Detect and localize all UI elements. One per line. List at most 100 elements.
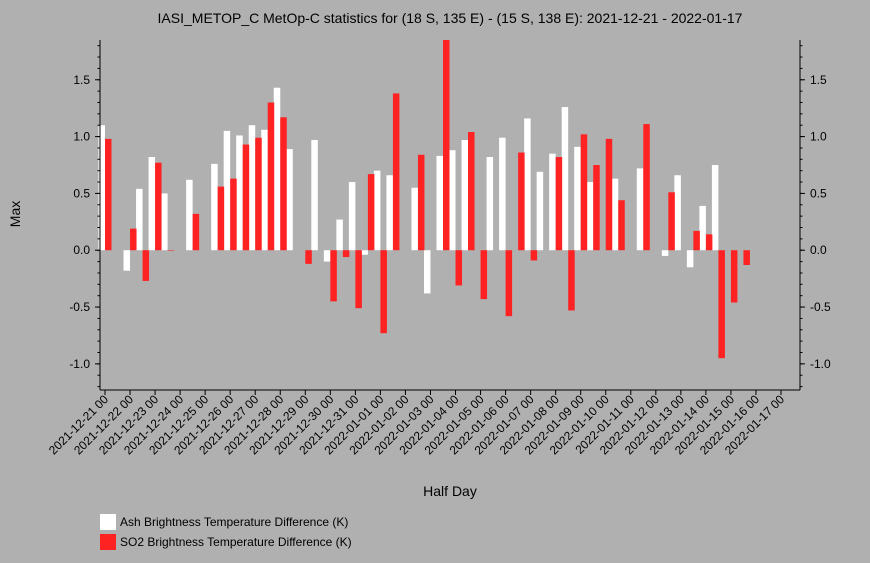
ash-bar-31 [486,157,494,251]
so2-bar-12 [255,137,262,251]
ash-bar-15 [286,149,293,251]
ash-bar-46 [674,175,681,251]
y-tick-label-right: -0.5 [810,300,831,314]
ash-bar-48 [699,205,706,251]
legend-label-so2: SO2 Brightness Temperature Difference (K… [120,535,352,549]
so2-bar-41 [618,200,625,251]
so2-bar-39 [593,165,600,251]
ash-bar-29 [461,140,469,251]
ash-bar-37 [561,107,569,251]
y-tick-label-right: 1.5 [810,73,827,87]
y-tick-label-right: -1.0 [810,357,831,371]
so2-bar-34 [530,250,538,261]
so2-bar-50 [730,250,738,303]
so2-bar-33 [518,152,525,251]
ash-bar-0 [98,125,105,251]
y-axis-label: Max [7,201,23,227]
so2-bar-5 [167,250,175,251]
so2-bar-47 [693,230,700,251]
so2-bar-18 [330,250,337,302]
so2-bar-22 [380,250,387,334]
ash-bar-13 [261,129,268,251]
ash-bar-34 [524,118,531,251]
so2-bar-20 [355,250,362,309]
bars-layer [98,40,750,359]
ash-bar-5 [161,193,168,251]
so2-bar-45 [668,192,675,251]
legend: Ash Brightness Temperature Difference (K… [100,512,352,552]
ash-bar-32 [499,137,506,251]
so2-bar-0 [105,138,112,251]
ash-bar-11 [236,135,243,251]
so2-bar-7 [192,213,200,251]
x-axis-label: Half Day [423,483,477,499]
so2-bar-10 [230,178,237,251]
so2-bar-16 [305,250,312,264]
so2-bar-49 [718,250,725,359]
ash-bar-10 [223,130,231,251]
ash-bar-23 [386,175,393,251]
ash-bar-3 [136,188,143,251]
y-tick-label-left: 1.0 [73,130,90,144]
so2-bar-37 [568,250,575,311]
legend-item-so2: SO2 Brightness Temperature Difference (K… [100,532,352,552]
so2-bar-27 [443,40,450,251]
so2-bar-40 [605,138,613,251]
ash-bar-20 [348,182,356,251]
so2-bar-13 [267,102,275,251]
so2-bar-14 [280,117,287,251]
ash-bar-39 [586,182,594,251]
ash-bar-27 [436,155,443,251]
so2-bar-28 [455,250,463,286]
ash-bar-19 [336,219,343,251]
ash-bar-41 [611,178,619,251]
so2-bar-36 [555,157,563,251]
so2-bar-51 [743,250,750,265]
so2-bar-4 [155,162,162,251]
y-tick-label-left: 0.0 [73,243,90,257]
y-tick-label-left: 1.5 [73,73,90,87]
so2-bar-3 [142,250,150,281]
so2-bar-23 [392,93,400,251]
ash-bar-17 [311,140,318,251]
ash-bar-22 [373,170,381,251]
ash-bar-2 [123,250,131,271]
so2-bar-9 [217,186,225,251]
ash-bar-26 [423,250,431,294]
ash-bar-43 [636,168,644,251]
so2-bar-21 [367,174,375,251]
so2-bar-25 [417,154,425,251]
legend-swatch-so2 [100,534,116,550]
ash-bar-18 [323,250,331,262]
ash-bar-36 [549,153,556,251]
ash-bar-38 [574,146,581,251]
y-tick-label-left: -1.0 [69,357,90,371]
y-tick-label-right: 0.5 [810,186,827,200]
ash-bar-47 [686,250,694,268]
chart-title: IASI_METOP_C MetOp-C statistics for (18 … [158,10,743,26]
so2-bar-38 [580,134,588,251]
ash-bar-28 [449,150,456,251]
so2-bar-11 [242,144,250,251]
ash-bar-12 [248,125,256,251]
legend-item-ash: Ash Brightness Temperature Difference (K… [100,512,352,532]
axes-layer: 1.5 1.5 1.0 1.0 0.5 0.5 0.0 0.0 -0.5 -0.5 -1.0 -1.0… [46,40,831,457]
ash-bar-21 [361,250,368,255]
y-tick-label-right: 1.0 [810,130,827,144]
y-tick-label-left: -0.5 [69,300,90,314]
ash-bar-45 [661,250,669,256]
legend-swatch-ash [100,514,116,530]
legend-label-ash: Ash Brightness Temperature Difference (K… [120,515,349,529]
so2-bar-43 [643,124,650,251]
so2-bar-30 [480,250,488,300]
ash-bar-49 [711,165,719,251]
y-tick-label-left: 0.5 [73,186,90,200]
so2-bar-2 [130,228,137,251]
y-tick-label-right: 0.0 [810,243,827,257]
so2-bar-19 [342,250,350,258]
so2-bar-32 [505,250,513,317]
ash-bar-9 [211,163,218,251]
ash-bar-35 [536,171,544,251]
ash-bar-14 [273,87,281,251]
